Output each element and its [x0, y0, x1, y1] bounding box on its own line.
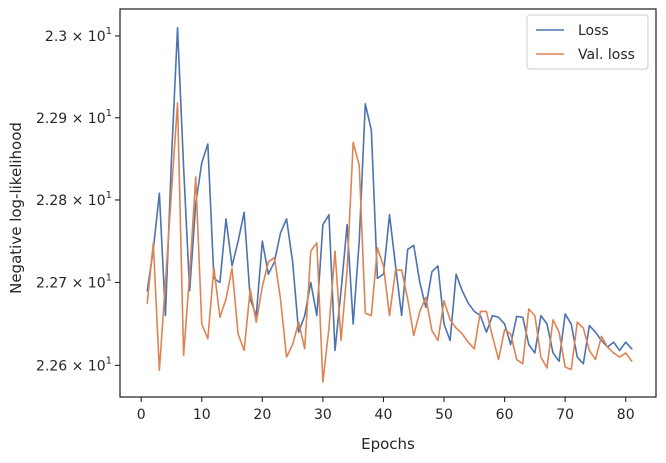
y-axis-label: Negative log-likelihood: [7, 122, 25, 294]
x-tick-label: 20: [253, 407, 271, 423]
y-tick-label: 2.27 × 101: [36, 272, 112, 291]
y-tick-label: 2.3 × 101: [45, 26, 112, 45]
series-line-loss: [146, 26, 633, 365]
x-tick-label: 30: [314, 407, 332, 423]
x-tick-label: 80: [617, 407, 635, 423]
plot-background: [120, 9, 656, 397]
legend-box: [526, 14, 649, 70]
x-tick-label: 70: [556, 407, 574, 423]
y-tick-label: 2.26 × 101: [36, 355, 112, 374]
legend-label-val-loss: Val. loss: [578, 47, 635, 63]
plot-frame: [119, 8, 657, 398]
x-tick-label: 10: [193, 407, 211, 423]
x-tick-label: 40: [375, 407, 393, 423]
legend-label-loss: Loss: [578, 23, 609, 39]
y-axis: 2.26 × 101 2.27 × 101 2.28 × 101 2.29 × 101…: [36, 26, 120, 374]
x-tick-label: 50: [435, 407, 453, 423]
x-tick-label: 60: [496, 407, 514, 423]
x-axis: 0 10 20 30 40 50 60 70 80: [137, 397, 635, 423]
x-tick-label: 0: [137, 407, 146, 423]
x-axis-label: Epochs: [361, 435, 415, 453]
y-tick-label: 2.29 × 101: [36, 108, 112, 127]
series-layer: [146, 26, 633, 383]
legend: Loss Val. loss: [526, 14, 649, 70]
series-line-val-loss: [146, 102, 633, 383]
y-tick-label: 2.28 × 101: [36, 190, 112, 209]
